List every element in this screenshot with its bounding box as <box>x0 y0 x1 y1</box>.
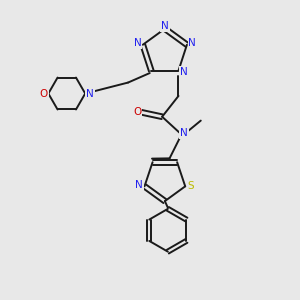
Text: N: N <box>188 38 196 48</box>
Text: S: S <box>188 181 194 191</box>
Text: O: O <box>133 107 142 117</box>
Text: O: O <box>40 88 48 98</box>
Text: N: N <box>135 180 143 190</box>
Text: N: N <box>161 21 169 32</box>
Text: N: N <box>86 88 94 98</box>
Text: N: N <box>180 128 188 138</box>
Text: N: N <box>180 67 188 77</box>
Text: N: N <box>134 38 141 48</box>
